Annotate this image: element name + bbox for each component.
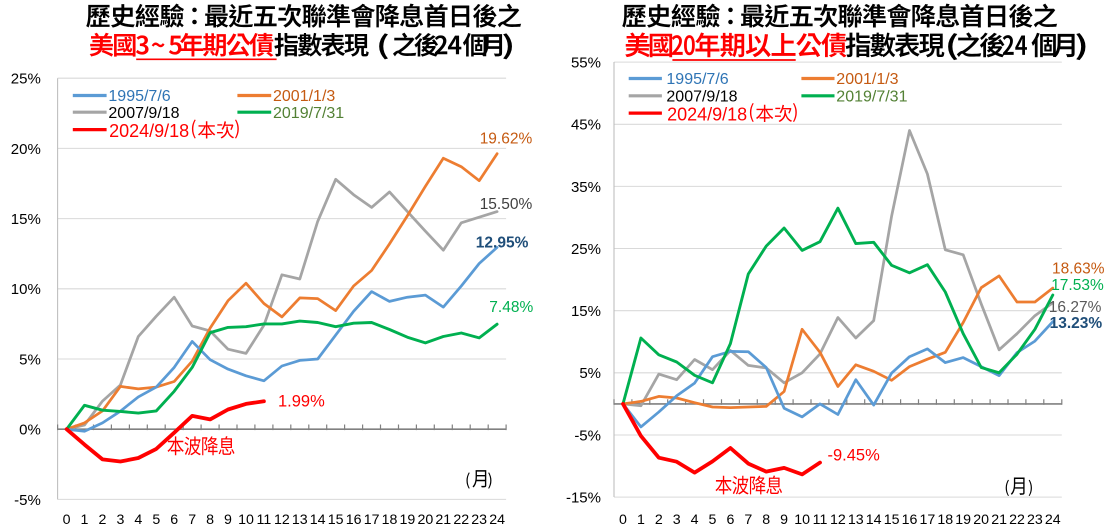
svg-text:45%: 45% (571, 117, 601, 134)
svg-text:21: 21 (435, 512, 451, 528)
svg-text:10%: 10% (11, 281, 41, 298)
svg-text:5: 5 (152, 512, 160, 528)
svg-text:6: 6 (170, 512, 178, 528)
svg-text:16.27%: 16.27% (1049, 299, 1102, 316)
svg-text:6: 6 (726, 512, 734, 528)
svg-text:23: 23 (1027, 512, 1043, 528)
svg-text:20: 20 (973, 512, 989, 528)
svg-text:2019/7/31: 2019/7/31 (836, 89, 907, 106)
svg-text:2019/7/31: 2019/7/31 (273, 105, 344, 122)
svg-text:17.53%: 17.53% (1051, 277, 1104, 294)
svg-text:15.50%: 15.50% (480, 196, 533, 213)
svg-text:13: 13 (848, 512, 864, 528)
svg-text:18.63%: 18.63% (1052, 260, 1105, 277)
svg-text:1995/7/6: 1995/7/6 (108, 88, 170, 105)
svg-text:23: 23 (471, 512, 487, 528)
svg-text:1: 1 (81, 512, 89, 528)
svg-text:17: 17 (920, 512, 936, 528)
svg-text:5%: 5% (19, 351, 41, 368)
svg-text:12: 12 (830, 512, 846, 528)
svg-text:24: 24 (489, 512, 505, 528)
svg-text:18: 18 (382, 512, 398, 528)
svg-text:15: 15 (328, 512, 344, 528)
svg-text:2007/9/18: 2007/9/18 (666, 89, 737, 106)
svg-text:0: 0 (63, 512, 71, 528)
svg-text:35%: 35% (571, 179, 601, 196)
svg-text:0: 0 (619, 512, 627, 528)
svg-text:20: 20 (418, 512, 434, 528)
svg-text:12: 12 (274, 512, 290, 528)
svg-text:14: 14 (310, 512, 326, 528)
svg-text:19: 19 (955, 512, 971, 528)
svg-text:11: 11 (813, 512, 828, 528)
svg-text:19.62%: 19.62% (480, 131, 533, 148)
svg-text:4: 4 (691, 512, 699, 528)
svg-text:14: 14 (866, 512, 882, 528)
svg-text:9: 9 (224, 512, 232, 528)
svg-text:-5%: -5% (574, 427, 601, 444)
svg-text:55%: 55% (571, 55, 601, 72)
svg-text:5%: 5% (579, 365, 601, 382)
svg-text:7.48%: 7.48% (489, 299, 533, 316)
svg-text:16: 16 (346, 512, 362, 528)
svg-text:19: 19 (400, 512, 416, 528)
svg-text:10: 10 (794, 512, 810, 528)
svg-text:9: 9 (780, 512, 788, 528)
svg-text:25%: 25% (11, 71, 41, 88)
svg-text:22: 22 (1009, 512, 1025, 528)
svg-text:3: 3 (673, 512, 681, 528)
svg-text:24: 24 (1045, 512, 1061, 528)
svg-text:17: 17 (364, 512, 380, 528)
svg-text:11: 11 (257, 512, 272, 528)
svg-text:20%: 20% (11, 141, 41, 158)
svg-text:10: 10 (238, 512, 254, 528)
svg-text:18: 18 (937, 512, 953, 528)
svg-text:13: 13 (292, 512, 308, 528)
svg-text:22: 22 (453, 512, 469, 528)
svg-text:15: 15 (884, 512, 900, 528)
svg-text:2001/1/3: 2001/1/3 (273, 88, 335, 105)
svg-text:21: 21 (991, 512, 1007, 528)
svg-text:-5%: -5% (14, 492, 41, 509)
svg-text:15%: 15% (571, 303, 601, 320)
svg-text:1.99%: 1.99% (278, 392, 325, 410)
svg-text:13.23%: 13.23% (1050, 315, 1103, 332)
svg-text:2001/1/3: 2001/1/3 (836, 71, 898, 88)
svg-text:1995/7/6: 1995/7/6 (666, 71, 728, 88)
svg-text:-9.45%: -9.45% (828, 447, 881, 465)
svg-text:2007/9/18: 2007/9/18 (108, 105, 179, 122)
svg-text:8: 8 (206, 512, 214, 528)
svg-text:3: 3 (116, 512, 124, 528)
svg-text:2: 2 (655, 512, 663, 528)
svg-text:4: 4 (134, 512, 142, 528)
svg-text:2024/9/18: 2024/9/18 (109, 121, 189, 141)
svg-text:1: 1 (637, 512, 645, 528)
svg-text:8: 8 (762, 512, 770, 528)
svg-text:-15%: -15% (566, 490, 601, 507)
svg-text:0%: 0% (19, 422, 41, 439)
svg-text:7: 7 (188, 512, 196, 528)
svg-text:7: 7 (744, 512, 752, 528)
svg-text:2024/9/18: 2024/9/18 (667, 105, 747, 125)
svg-text:2: 2 (99, 512, 107, 528)
svg-text:5: 5 (709, 512, 717, 528)
svg-text:16: 16 (902, 512, 918, 528)
svg-text:15%: 15% (11, 211, 41, 228)
svg-text:12.95%: 12.95% (476, 235, 529, 252)
svg-text:25%: 25% (571, 241, 601, 258)
